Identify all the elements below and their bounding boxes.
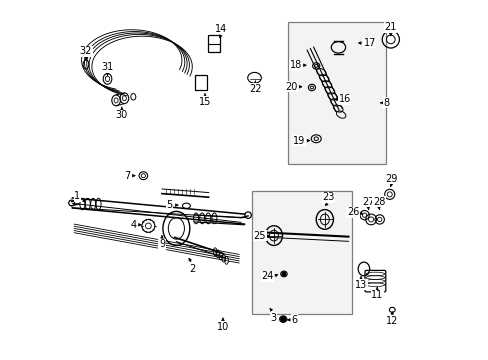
Text: 16: 16 xyxy=(338,94,350,104)
Text: 9: 9 xyxy=(159,239,165,249)
Text: 19: 19 xyxy=(293,136,305,145)
Text: 26: 26 xyxy=(346,207,359,217)
Text: 29: 29 xyxy=(385,174,397,184)
Bar xyxy=(195,75,206,90)
Text: 23: 23 xyxy=(322,192,334,202)
Bar xyxy=(251,191,351,315)
Circle shape xyxy=(281,272,285,276)
Text: 13: 13 xyxy=(354,280,366,290)
Text: 22: 22 xyxy=(248,84,261,94)
Text: 24: 24 xyxy=(261,271,273,281)
Bar xyxy=(207,36,220,51)
Text: 17: 17 xyxy=(363,38,375,48)
Text: 8: 8 xyxy=(383,98,389,108)
Text: 10: 10 xyxy=(216,321,229,332)
Text: 18: 18 xyxy=(289,60,301,70)
Text: 27: 27 xyxy=(361,197,374,207)
Text: 1: 1 xyxy=(74,191,80,201)
Text: 21: 21 xyxy=(384,22,396,32)
Text: 30: 30 xyxy=(116,110,128,120)
Text: 3: 3 xyxy=(269,313,276,323)
Text: 20: 20 xyxy=(285,82,297,92)
Text: 31: 31 xyxy=(101,62,113,72)
Text: 32: 32 xyxy=(80,46,92,56)
Text: 25: 25 xyxy=(253,231,265,240)
Text: 12: 12 xyxy=(385,316,398,326)
Text: 14: 14 xyxy=(215,24,227,34)
Text: 11: 11 xyxy=(370,291,383,301)
Text: 2: 2 xyxy=(189,264,195,274)
Text: 6: 6 xyxy=(290,315,297,325)
Text: 4: 4 xyxy=(130,220,136,230)
Bar xyxy=(287,22,386,164)
Text: 28: 28 xyxy=(372,197,385,207)
Text: 15: 15 xyxy=(199,97,211,107)
Text: 7: 7 xyxy=(124,171,131,181)
Circle shape xyxy=(280,316,285,322)
Text: 5: 5 xyxy=(166,200,172,210)
